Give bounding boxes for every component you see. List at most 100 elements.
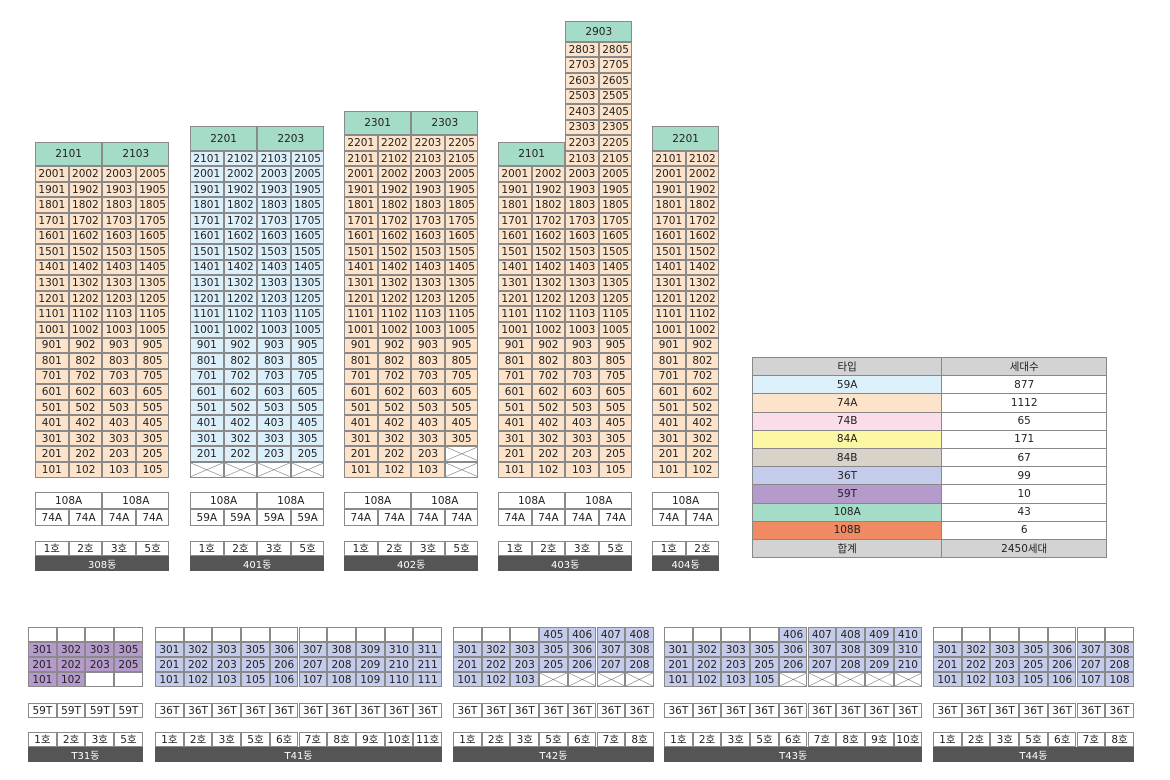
unit-cell <box>327 627 356 642</box>
column-label: 5호 <box>444 541 479 556</box>
legend-count: 65 <box>941 411 1107 431</box>
unit-cell <box>453 627 482 642</box>
unit-cell: 2503 <box>565 88 599 105</box>
unit-type-cell: 36T <box>778 703 808 718</box>
legend-row: 108A 43 <box>751 502 1107 522</box>
unit-cell: 1903 <box>565 181 599 198</box>
unit-cell: 705 <box>598 368 633 385</box>
unit-cell: 2101 <box>652 150 686 167</box>
type-row-cell: 108A <box>565 492 633 509</box>
unit-cell: 203 <box>102 446 136 462</box>
unit-cell: 101 <box>933 672 962 687</box>
penthouse-cell: 2303 <box>411 110 479 136</box>
column-label: 3호 <box>990 732 1020 747</box>
unit-cell: 1801 <box>35 197 69 214</box>
unit-cell <box>85 627 115 642</box>
unit-cell: 205 <box>539 657 568 672</box>
unit-cell: 208 <box>625 657 654 672</box>
unit-cell: 803 <box>257 353 291 369</box>
unit-cell: 1602 <box>531 228 566 245</box>
column-label: 1호 <box>933 732 962 747</box>
unit-cell: 103 <box>990 672 1020 687</box>
unit-cell: 1401 <box>652 259 686 276</box>
unit-cell: 1102 <box>685 306 720 322</box>
unit-cell: 1603 <box>411 228 445 245</box>
unit-cell: 805 <box>598 353 633 369</box>
legend-header: 타입 세대수 <box>751 356 1107 377</box>
unit-cell: 2003 <box>565 166 599 182</box>
unit-cell: 1405 <box>135 259 170 276</box>
unit-type-cell: 36T <box>990 703 1020 718</box>
unit-type-cell: 36T <box>692 703 722 718</box>
unit-cell: 1003 <box>411 321 445 338</box>
type-row-cell: 108A <box>35 492 103 509</box>
unit-cell: 1901 <box>652 181 686 198</box>
unit-cell: 201 <box>498 446 532 462</box>
unit-cell <box>664 627 693 642</box>
unit-cell: 108 <box>327 672 356 687</box>
unit-type-cell: 36T <box>384 703 414 718</box>
unit-cell: 2705 <box>598 57 633 73</box>
unit-cell: 1703 <box>565 213 599 229</box>
unit-cell: 1201 <box>344 290 378 307</box>
unit-cell: 1001 <box>652 321 686 338</box>
unit-cell: 202 <box>685 446 720 462</box>
unit-cell: 2703 <box>565 57 599 73</box>
unit-cell <box>721 627 751 642</box>
unit-cell: 803 <box>565 353 599 369</box>
unit-cell: 205 <box>1019 657 1048 672</box>
legend-row: 36T 99 <box>751 466 1107 486</box>
unit-cell: 1305 <box>444 275 479 291</box>
unit-cell: 308 <box>836 642 865 657</box>
unit-type-cell: 36T <box>567 703 597 718</box>
unit-cell: 802 <box>68 353 103 369</box>
unit-cell: 901 <box>344 337 378 354</box>
unit-blank <box>190 462 224 478</box>
unit-cell: 303 <box>102 430 136 447</box>
unit-type-cell: 59A <box>257 509 291 526</box>
unit-cell: 1701 <box>652 213 686 229</box>
unit-cell: 1702 <box>531 213 566 229</box>
unit-cell: 1403 <box>565 259 599 276</box>
unit-type-cell: 36T <box>1105 703 1134 718</box>
unit-cell: 701 <box>498 368 532 385</box>
unit-cell: 302 <box>56 642 86 657</box>
unit-type-cell: 59A <box>223 509 258 526</box>
unit-cell: 1201 <box>652 290 686 307</box>
unit-cell: 1502 <box>223 244 258 260</box>
unit-type-cell: 59A <box>290 509 325 526</box>
unit-cell: 103 <box>411 462 445 478</box>
unit-cell: 602 <box>68 384 103 400</box>
unit-cell: 2002 <box>685 166 720 182</box>
unit-cell: 1801 <box>652 197 686 214</box>
legend-type: 합계 <box>751 538 943 559</box>
unit-type-cell: 74A <box>565 509 599 526</box>
unit-cell: 101 <box>498 462 532 478</box>
unit-type-cell: 36T <box>155 703 184 718</box>
unit-cell: 201 <box>933 657 962 672</box>
penthouse-cell: 2203 <box>257 126 325 151</box>
unit-type-cell: 36T <box>355 703 385 718</box>
unit-cell: 1501 <box>498 244 532 260</box>
unit-cell: 1601 <box>344 228 378 245</box>
unit-cell: 1905 <box>598 181 633 198</box>
unit-cell: 1803 <box>565 197 599 214</box>
column-label: 5호 <box>114 732 143 747</box>
unit-cell: 703 <box>411 368 445 385</box>
unit-cell: 301 <box>35 430 69 447</box>
unit-cell: 2203 <box>411 135 445 151</box>
unit-cell: 201 <box>453 657 482 672</box>
column-label: 3호 <box>411 541 445 556</box>
unit-cell: 2002 <box>377 166 412 182</box>
unit-cell: 305 <box>1019 642 1048 657</box>
unit-cell: 1203 <box>411 290 445 307</box>
unit-cell: 203 <box>85 657 115 672</box>
unit-cell: 2003 <box>257 166 291 182</box>
unit-cell: 201 <box>35 446 69 462</box>
unit-blank <box>807 672 837 687</box>
unit-cell <box>28 627 57 642</box>
unit-cell: 2203 <box>565 135 599 151</box>
column-label: 7호 <box>807 732 837 747</box>
unit-cell: 205 <box>290 446 325 462</box>
unit-cell: 201 <box>155 657 184 672</box>
